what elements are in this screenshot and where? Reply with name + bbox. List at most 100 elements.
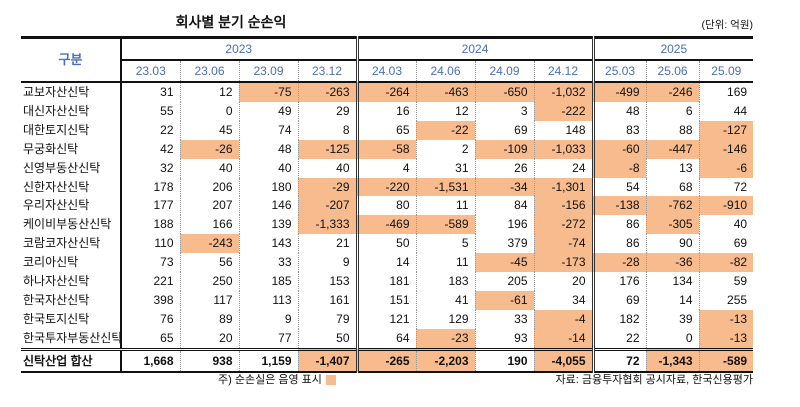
- value-cell: 40: [297, 158, 358, 178]
- value-cell: -138: [591, 196, 647, 216]
- quarter-header: 25.09: [698, 60, 754, 83]
- value-cell: 14: [355, 253, 417, 273]
- value-cell: 90: [645, 234, 700, 254]
- value-cell: -447: [645, 139, 700, 159]
- value-cell: -125: [297, 139, 358, 159]
- company-name: 신영부동산신탁: [23, 160, 101, 175]
- value-cell: -13: [698, 309, 754, 329]
- value-cell: 9: [238, 309, 298, 329]
- value-cell: -2,203: [415, 347, 476, 373]
- value-cell: 166: [179, 215, 239, 235]
- value-cell: 86: [591, 215, 647, 235]
- value-cell: 14: [645, 290, 700, 310]
- category-header: 구분: [21, 36, 122, 83]
- value-cell: 33: [474, 309, 535, 329]
- value-cell: 69: [474, 120, 535, 140]
- value-cell: -263: [297, 82, 358, 102]
- value-cell: -272: [533, 215, 594, 235]
- value-cell: -220: [355, 177, 417, 197]
- value-cell: -75: [238, 82, 298, 102]
- value-cell: 1,668: [120, 347, 180, 373]
- value-cell: -28: [591, 253, 647, 273]
- value-cell: 151: [355, 290, 417, 310]
- company-name: 코리아신탁: [23, 255, 79, 270]
- value-cell: 54: [591, 177, 647, 197]
- year-header-2023: 2023: [121, 36, 358, 61]
- value-cell: -4: [533, 309, 594, 329]
- value-cell: 196: [474, 215, 535, 235]
- value-cell: 41: [415, 290, 476, 310]
- value-cell: 207: [179, 196, 239, 216]
- value-cell: -29: [297, 177, 358, 197]
- value-cell: 72: [698, 177, 754, 197]
- value-cell: 148: [533, 120, 594, 140]
- quarter-header: 24.09: [474, 60, 535, 83]
- table-row: 케이비부동산신탁 188 166 139 -1,333 -469 -589 196 -272 86…: [21, 215, 754, 235]
- value-cell: -463: [415, 82, 476, 102]
- value-cell: 153: [297, 272, 358, 291]
- company-name: 코람코자산신탁: [23, 236, 101, 251]
- value-cell: 39: [645, 309, 700, 329]
- value-cell: 255: [698, 290, 754, 310]
- value-cell: 69: [698, 234, 754, 254]
- value-cell: 176: [591, 272, 647, 291]
- value-cell: 3: [474, 101, 535, 121]
- value-cell: 16: [355, 101, 417, 121]
- value-cell: -45: [474, 253, 535, 273]
- value-cell: 40: [698, 215, 754, 235]
- table-row: 코리아신탁 73 56 33 9 14 11 -45 -173 -28 -36 -82: [21, 253, 754, 273]
- company-name: 신탁산업 합산: [21, 347, 121, 373]
- value-cell: 0: [645, 328, 700, 350]
- value-cell: 34: [533, 290, 594, 310]
- table-row: 신영부동산신탁 32 40 40 40 4 31 26 24 -8 13 -6: [21, 158, 754, 178]
- value-cell: -207: [297, 196, 358, 216]
- value-cell: 12: [415, 101, 476, 121]
- table-row: 신한자산신탁 178 206 180 -29 -220 -1,531 -34 -1,301 54 6…: [21, 177, 754, 197]
- value-cell: -6: [698, 158, 754, 178]
- value-cell: 205: [474, 272, 535, 291]
- value-cell: 59: [698, 272, 754, 291]
- value-cell: 55: [120, 101, 180, 121]
- value-cell: -1,301: [533, 177, 594, 197]
- value-cell: -60: [591, 139, 647, 159]
- company-name: 신한자산신탁: [23, 179, 90, 194]
- value-cell: -109: [474, 139, 535, 159]
- value-cell: 56: [179, 253, 239, 273]
- value-cell: 40: [238, 158, 298, 178]
- value-cell: 146: [238, 196, 298, 216]
- table-row: 우리자산신탁 177 207 146 -207 80 11 84 -156 -138 -762 -91…: [21, 196, 754, 216]
- value-cell: -14: [533, 328, 594, 350]
- value-cell: 11: [415, 196, 476, 216]
- value-cell: 31: [120, 82, 180, 102]
- value-cell: 181: [355, 272, 417, 291]
- value-cell: 139: [238, 215, 298, 235]
- table-row: 하나자산신탁 221 250 185 153 181 183 205 20 176 134 59: [21, 272, 754, 291]
- value-cell: 80: [355, 196, 417, 216]
- value-cell: 42: [120, 139, 180, 159]
- value-cell: 177: [120, 196, 180, 216]
- value-cell: -589: [415, 215, 476, 235]
- value-cell: -82: [698, 253, 754, 273]
- value-cell: 190: [474, 347, 535, 373]
- value-cell: -650: [474, 82, 535, 102]
- value-cell: 13: [645, 158, 700, 178]
- value-cell: 74: [238, 120, 298, 140]
- company-name: 무궁화신탁: [23, 141, 79, 156]
- value-cell: -61: [474, 290, 535, 310]
- value-cell: 134: [645, 272, 700, 291]
- value-cell: 72: [591, 347, 647, 373]
- value-cell: 83: [591, 120, 647, 140]
- quarter-header: 23.03: [121, 60, 180, 83]
- value-cell: 11: [415, 253, 476, 273]
- quarter-header: 24.12: [533, 60, 594, 83]
- value-cell: 398: [120, 290, 180, 310]
- quarter-header: 23.06: [179, 60, 239, 83]
- value-cell: 178: [120, 177, 180, 197]
- value-cell: 24: [533, 158, 594, 178]
- value-cell: 8: [297, 120, 358, 140]
- quarter-header: 23.09: [238, 60, 298, 83]
- quarter-header: 23.12: [297, 60, 358, 83]
- source-note: 자료: 금융투자협회 공시자료, 한국신용평가: [555, 374, 753, 386]
- table-row: 코람코자산신탁 110 -243 143 21 50 5 379 -74 86 90 69: [21, 234, 754, 254]
- company-name: 하나자산신탁: [23, 274, 90, 289]
